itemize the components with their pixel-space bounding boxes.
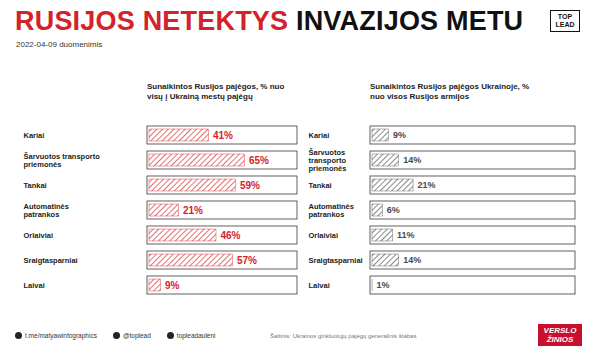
svg-text:14%: 14% (403, 255, 421, 265)
svg-text:21%: 21% (183, 205, 203, 216)
svg-text:65%: 65% (249, 155, 269, 166)
svg-text:Automatinėspatrankos: Automatinėspatrankos (24, 202, 69, 219)
svg-text:6%: 6% (387, 205, 400, 215)
svg-text:Tankai: Tankai (24, 181, 47, 190)
html-text:t.me/matyawinfographics: t.me/matyawinfographics (25, 332, 97, 339)
svg-text:9%: 9% (165, 280, 180, 291)
html-text:topleadauleni: topleadauleni (176, 332, 216, 339)
svg-text:Kariai: Kariai (24, 131, 45, 140)
svg-text:41%: 41% (213, 130, 233, 141)
svg-text:57%: 57% (237, 255, 257, 266)
svg-text:Tankai: Tankai (309, 181, 332, 190)
svg-text:Sraigtasparniai: Sraigtasparniai (309, 256, 363, 265)
svg-text:Laivai: Laivai (309, 281, 330, 290)
svg-text:14%: 14% (403, 155, 421, 165)
svg-text:Sraigtasparniai: Sraigtasparniai (24, 256, 78, 265)
svg-text:46%: 46% (221, 230, 241, 241)
svg-text:1%: 1% (377, 280, 390, 290)
svg-text:11%: 11% (397, 230, 415, 240)
svg-text:Šarvuotos transportopriemonės: Šarvuotos transportopriemonės (24, 152, 101, 169)
html-text:Sunaikintos Rusijos pajėgos, %: Sunaikintos Rusijos pajėgos, % nuo visų … (147, 82, 285, 101)
html-text:@toplead: @toplead (122, 332, 151, 339)
html-text:Sunaikintos Rusijos pajėgos Uk: Sunaikintos Rusijos pajėgos Ukrainoje, %… (370, 82, 530, 101)
html-text:2022-04-09 duomenimis: 2022-04-09 duomenimis (16, 40, 103, 49)
svg-text:Automatinėspatrankos: Automatinėspatrankos (309, 202, 354, 219)
svg-text:Kariai: Kariai (309, 131, 330, 140)
svg-text:Orlaiviai: Orlaiviai (309, 231, 339, 240)
svg-text:21%: 21% (418, 180, 436, 190)
html-text:Šaltinis: Ukrainos ginkluotųjų: Šaltinis: Ukrainos ginkluotųjų pajėgų ge… (270, 333, 417, 339)
svg-text:59%: 59% (240, 180, 260, 191)
html-text:RUSIJOS NETEKTYS INVAZIJOS MET: RUSIJOS NETEKTYS INVAZIJOS METU (15, 6, 524, 36)
html-text:VERSLO ŽINIOS: VERSLO ŽINIOS (543, 326, 577, 344)
html-text:TOP LEAD: TOP LEAD (555, 13, 575, 28)
svg-text:Orlaiviai: Orlaiviai (24, 231, 54, 240)
svg-text:Šarvuotostransportopriemonės: Šarvuotostransportopriemonės (309, 148, 347, 173)
svg-text:9%: 9% (393, 130, 406, 140)
svg-text:Laivai: Laivai (24, 281, 45, 290)
